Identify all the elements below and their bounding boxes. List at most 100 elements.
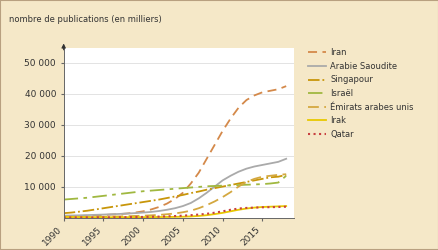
Israël bbox=[117, 192, 122, 196]
Arabie Saoudite bbox=[196, 197, 201, 200]
Arabie Saoudite bbox=[61, 214, 66, 217]
Arabie Saoudite bbox=[235, 170, 240, 173]
Émirats arabes unis bbox=[275, 173, 280, 176]
Singapour bbox=[267, 176, 272, 179]
Iran bbox=[109, 213, 114, 216]
Émirats arabes unis bbox=[132, 214, 138, 218]
Arabie Saoudite bbox=[180, 204, 185, 208]
Iran bbox=[61, 215, 66, 218]
Israël bbox=[235, 184, 240, 186]
Israël bbox=[204, 185, 209, 188]
Arabie Saoudite bbox=[132, 212, 138, 214]
Arabie Saoudite bbox=[243, 167, 248, 170]
Arabie Saoudite bbox=[227, 174, 233, 177]
Arabie Saoudite bbox=[124, 212, 130, 215]
Legend: Iran, Arabie Saoudite, Singapour, Israël, Émirats arabes unis, Irak, Qatar: Iran, Arabie Saoudite, Singapour, Israël… bbox=[307, 48, 413, 139]
Irak bbox=[219, 211, 225, 214]
Irak bbox=[132, 216, 138, 219]
Israël bbox=[243, 183, 248, 186]
Irak bbox=[101, 216, 106, 219]
Arabie Saoudite bbox=[204, 191, 209, 194]
Émirats arabes unis bbox=[172, 212, 177, 215]
Irak bbox=[148, 216, 153, 218]
Israël bbox=[61, 198, 66, 201]
Émirats arabes unis bbox=[180, 211, 185, 214]
Iran bbox=[196, 171, 201, 174]
Iran bbox=[132, 211, 138, 214]
Émirats arabes unis bbox=[156, 213, 161, 216]
Qatar bbox=[140, 216, 145, 218]
Israël bbox=[188, 186, 193, 189]
Iran bbox=[259, 91, 265, 94]
Arabie Saoudite bbox=[283, 157, 288, 160]
Irak bbox=[69, 216, 74, 218]
Iran bbox=[227, 117, 233, 120]
Singapour bbox=[164, 196, 169, 200]
Irak bbox=[172, 216, 177, 218]
Arabie Saoudite bbox=[92, 213, 98, 216]
Text: nombre de publications (en milliers): nombre de publications (en milliers) bbox=[9, 15, 161, 24]
Qatar bbox=[267, 206, 272, 209]
Qatar bbox=[92, 216, 98, 219]
Émirats arabes unis bbox=[69, 216, 74, 219]
Qatar bbox=[259, 206, 265, 209]
Line: Émirats arabes unis: Émirats arabes unis bbox=[64, 174, 286, 217]
Qatar bbox=[204, 212, 209, 215]
Émirats arabes unis bbox=[117, 215, 122, 218]
Arabie Saoudite bbox=[109, 213, 114, 216]
Irak bbox=[117, 216, 122, 219]
Arabie Saoudite bbox=[188, 202, 193, 204]
Émirats arabes unis bbox=[148, 214, 153, 217]
Irak bbox=[259, 206, 265, 208]
Irak bbox=[92, 216, 98, 219]
Israël bbox=[92, 195, 98, 198]
Iran bbox=[219, 130, 225, 132]
Singapour bbox=[77, 210, 82, 213]
Singapour bbox=[235, 182, 240, 185]
Singapour bbox=[275, 175, 280, 178]
Iran bbox=[69, 214, 74, 218]
Singapour bbox=[283, 173, 288, 176]
Iran bbox=[164, 202, 169, 205]
Iran bbox=[77, 214, 82, 218]
Israël bbox=[156, 188, 161, 192]
Qatar bbox=[117, 216, 122, 219]
Israël bbox=[267, 182, 272, 185]
Iran bbox=[117, 212, 122, 216]
Émirats arabes unis bbox=[140, 214, 145, 217]
Irak bbox=[212, 212, 217, 216]
Émirats arabes unis bbox=[77, 216, 82, 218]
Iran bbox=[101, 214, 106, 216]
Irak bbox=[77, 216, 82, 218]
Arabie Saoudite bbox=[164, 208, 169, 211]
Line: Israël: Israël bbox=[64, 176, 286, 200]
Iran bbox=[267, 89, 272, 92]
Arabie Saoudite bbox=[259, 164, 265, 166]
Irak bbox=[124, 216, 130, 219]
Israël bbox=[275, 181, 280, 184]
Qatar bbox=[77, 216, 82, 219]
Irak bbox=[251, 206, 256, 209]
Qatar bbox=[251, 206, 256, 209]
Iran bbox=[124, 212, 130, 215]
Émirats arabes unis bbox=[101, 215, 106, 218]
Irak bbox=[140, 216, 145, 219]
Iran bbox=[85, 214, 90, 217]
Line: Qatar: Qatar bbox=[64, 207, 286, 218]
Israël bbox=[101, 194, 106, 197]
Singapour bbox=[196, 190, 201, 193]
Israël bbox=[164, 188, 169, 191]
Émirats arabes unis bbox=[164, 213, 169, 216]
Singapour bbox=[69, 211, 74, 214]
Qatar bbox=[101, 216, 106, 219]
Israël bbox=[69, 198, 74, 200]
Émirats arabes unis bbox=[85, 216, 90, 218]
Israël bbox=[212, 184, 217, 188]
Arabie Saoudite bbox=[140, 211, 145, 214]
Israël bbox=[140, 190, 145, 193]
Iran bbox=[283, 85, 288, 88]
Singapour bbox=[156, 198, 161, 201]
Irak bbox=[188, 215, 193, 218]
Singapour bbox=[92, 208, 98, 211]
Arabie Saoudite bbox=[251, 165, 256, 168]
